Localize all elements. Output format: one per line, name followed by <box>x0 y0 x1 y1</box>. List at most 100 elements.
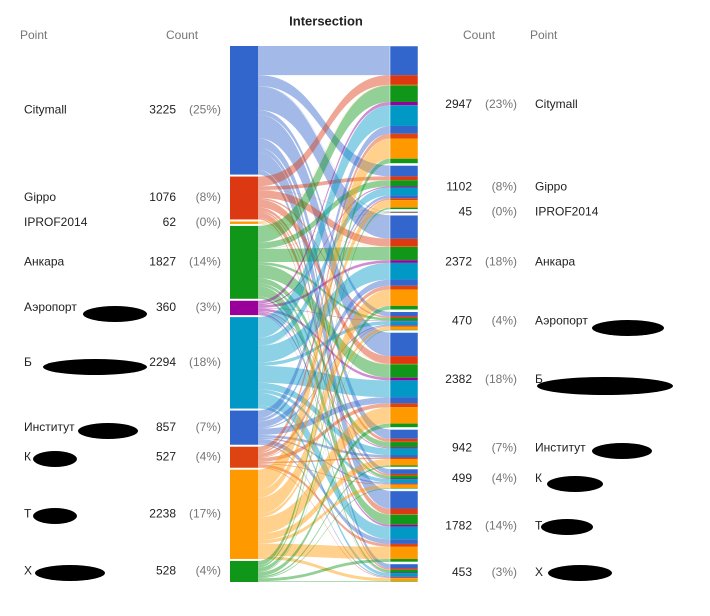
flow <box>258 443 390 578</box>
point-name: Х <box>535 565 543 579</box>
right-segment <box>390 260 418 263</box>
right-segment <box>390 514 418 525</box>
point-name: Институт <box>535 440 586 454</box>
right-segment <box>390 423 418 428</box>
right-segment <box>390 457 418 460</box>
flow <box>258 105 390 338</box>
right-segment <box>390 455 418 458</box>
right-segment <box>390 279 418 286</box>
flow <box>258 279 390 428</box>
flow <box>258 212 390 498</box>
flow <box>258 189 390 213</box>
right-segment <box>390 262 418 280</box>
flow <box>258 308 390 381</box>
flow <box>258 180 390 223</box>
flow <box>258 212 390 223</box>
right-segment <box>390 332 418 357</box>
flow <box>258 312 390 527</box>
right-segment <box>390 246 418 261</box>
flow <box>258 223 390 476</box>
flow <box>258 289 390 515</box>
percent: (3%) <box>492 565 517 579</box>
left-node <box>230 469 258 559</box>
flow <box>258 465 390 578</box>
flow <box>258 484 390 544</box>
percent: (8%) <box>492 180 517 194</box>
flow <box>258 210 390 476</box>
right-segment <box>390 364 418 378</box>
right-segment <box>390 85 418 102</box>
right-segment <box>390 186 418 188</box>
percent: (4%) <box>196 449 221 463</box>
flow <box>258 180 390 249</box>
right-segment <box>390 138 418 159</box>
right-segment <box>390 483 418 485</box>
left-node <box>230 221 258 224</box>
point-name: Т <box>535 519 543 533</box>
flow <box>258 195 390 422</box>
left-node <box>230 300 258 316</box>
flow <box>258 152 390 509</box>
right-segment <box>390 176 418 181</box>
nodes <box>230 45 419 583</box>
right-segment <box>390 479 418 483</box>
flow <box>258 158 390 566</box>
right-segment <box>390 84 418 86</box>
flow <box>258 559 390 582</box>
title: Intersection <box>289 13 363 28</box>
labels: Citymall 3225 (25%) Gippo 1076 (8%) IPROF2014 6… <box>24 97 599 579</box>
percent: (18%) <box>485 255 517 269</box>
flow <box>258 212 390 346</box>
right-node <box>389 429 419 468</box>
flow <box>258 423 390 577</box>
right-segment <box>390 539 418 544</box>
redaction <box>33 508 77 524</box>
flow <box>258 170 390 569</box>
flow <box>258 305 390 572</box>
count: 1076 <box>149 190 176 204</box>
flow <box>258 223 390 515</box>
right-node <box>389 165 419 210</box>
header: Count <box>166 28 199 42</box>
right-segment <box>390 325 418 327</box>
flow <box>258 278 390 448</box>
percent: (18%) <box>189 355 221 369</box>
right-segment <box>390 490 418 509</box>
right-segment <box>390 578 418 582</box>
right-segment <box>390 572 418 574</box>
right-segment <box>390 380 418 398</box>
percent: (23%) <box>485 97 517 111</box>
redaction <box>83 306 147 322</box>
point-name: К <box>24 449 31 463</box>
right-segment <box>390 198 418 201</box>
flow <box>258 101 390 305</box>
flow <box>258 457 390 464</box>
right-segment <box>390 478 418 480</box>
left-node <box>230 317 258 409</box>
point-name: К <box>535 471 542 485</box>
right-node <box>389 311 419 331</box>
flow <box>258 488 390 579</box>
point-name: Т <box>24 507 32 521</box>
flow <box>258 307 390 322</box>
right-segment <box>390 318 418 321</box>
right-segment <box>390 320 418 322</box>
right-segment <box>390 465 418 468</box>
right-segment <box>390 316 418 318</box>
flow <box>258 198 390 454</box>
redaction <box>35 565 105 581</box>
right-segment <box>390 473 418 476</box>
right-segment <box>390 568 418 570</box>
right-segment <box>390 180 418 187</box>
right-segment <box>390 324 418 326</box>
percent: (7%) <box>196 420 221 434</box>
flow <box>258 311 390 449</box>
flow <box>258 403 390 462</box>
flow <box>258 324 390 429</box>
redaction <box>43 359 147 375</box>
right-segment <box>390 326 418 330</box>
count: 942 <box>452 440 472 454</box>
flow <box>258 186 390 306</box>
flow <box>258 222 390 319</box>
